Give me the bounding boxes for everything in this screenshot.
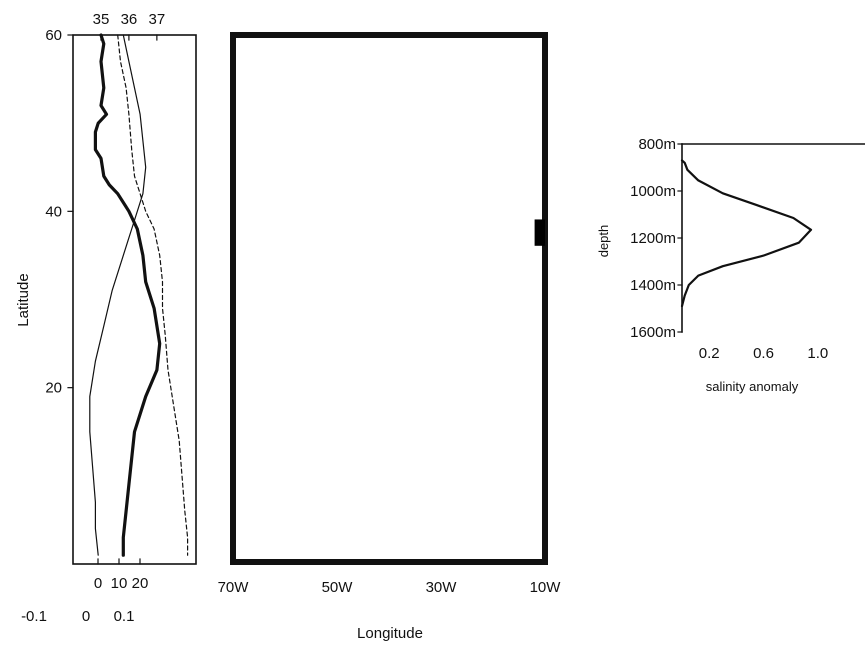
x-axis-tick-label: 50W [322, 579, 354, 596]
y-axis-tick-label: 40 [45, 203, 62, 220]
depth-axis-label: depth [596, 225, 611, 258]
depth-tick-label: 1600m [630, 324, 676, 341]
anomaly-tick-label: 1.0 [807, 345, 828, 362]
depth-tick-label: 1400m [630, 277, 676, 294]
x-axis-tick-label: 10W [530, 579, 562, 596]
map-frame [230, 32, 548, 565]
y-axis-tick-label: 20 [45, 380, 62, 397]
top-axis-tick-label: 37 [149, 11, 166, 28]
latitude-profile-line-1 [93, 33, 162, 557]
x-axis-tick-label: 30W [426, 579, 458, 596]
y-axis-label: Latitude [15, 273, 32, 326]
depth-tick-label: 800m [638, 136, 676, 153]
anomaly-axis-label: salinity anomaly [706, 379, 799, 394]
bottom-axis-tick-label: 20 [132, 575, 149, 592]
x-axis-label: Longitude [357, 625, 423, 642]
y-axis-tick-label: 60 [45, 27, 62, 44]
depth-tick-label: 1000m [630, 183, 676, 200]
depth-tick-label: 1200m [630, 230, 676, 247]
latitude-profile-line-3 [89, 34, 147, 556]
bottom-axis-tick-label: 10 [111, 575, 128, 592]
bottom-axis-tick-label: 0 [94, 575, 102, 592]
anomaly-tick-label: 0.6 [753, 345, 774, 362]
second-axis-tick-label: 0 [82, 608, 90, 625]
top-axis-tick-label: 36 [121, 11, 138, 28]
salinity-anomaly-line [680, 159, 813, 308]
latitude-profile-frame [72, 34, 197, 565]
second-axis-tick-label: -0.1 [21, 608, 47, 625]
top-axis-tick-label: 35 [93, 11, 110, 28]
x-axis-tick-label: 70W [218, 579, 250, 596]
anomaly-tick-label: 0.2 [699, 345, 720, 362]
second-axis-tick-label: 0.1 [114, 608, 135, 625]
source-marker [534, 219, 545, 246]
latitude-profile-line-2 [117, 34, 189, 556]
